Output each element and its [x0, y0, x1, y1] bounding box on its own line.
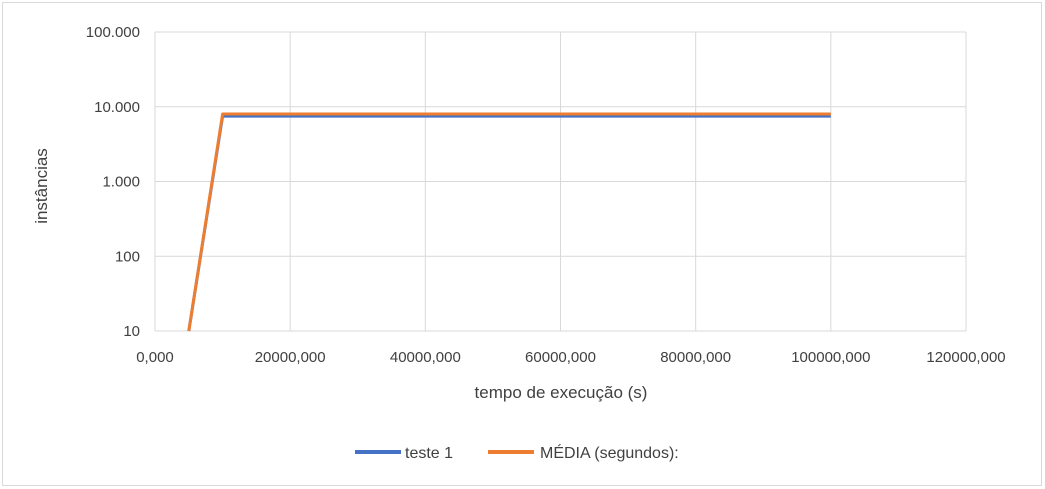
- y-tick-label: 10: [123, 323, 140, 340]
- x-tick-label: 100000,000: [791, 349, 870, 366]
- x-tick-label: 40000,000: [390, 349, 461, 366]
- y-gridlines: [155, 31, 966, 332]
- legend-label: MÉDIA (segundos):: [540, 443, 679, 462]
- series-line-media: [187, 112, 831, 332]
- series-line-teste-1: [187, 114, 831, 332]
- y-tick-label: 10.000: [94, 99, 140, 116]
- y-axis-label: instâncias: [32, 148, 51, 224]
- x-tick-labels: 0,000 20000,000 40000,000 60000,000 80000,00…: [136, 349, 1005, 366]
- y-tick-label: 100: [115, 248, 140, 265]
- x-tick-label: 60000,000: [525, 349, 596, 366]
- x-tick-label: 20000,000: [255, 349, 326, 366]
- y-tick-label: 100.000: [86, 24, 140, 41]
- series-lines: [187, 112, 831, 332]
- x-tick-label: 80000,000: [660, 349, 731, 366]
- y-tick-label: 1.000: [102, 174, 140, 191]
- x-tick-label: 0,000: [136, 349, 174, 366]
- x-axis-label: tempo de execução (s): [475, 383, 648, 402]
- legend-label: teste 1: [405, 445, 453, 462]
- chart-svg: 10 100 1.000 10.000 100.000 0,000 20000,000 40…: [32, 24, 1006, 462]
- legend: teste 1 MÉDIA (segundos):: [355, 443, 679, 462]
- x-tick-label: 120000,000: [926, 349, 1005, 366]
- y-tick-labels: 10 100 1.000 10.000 100.000: [86, 24, 140, 340]
